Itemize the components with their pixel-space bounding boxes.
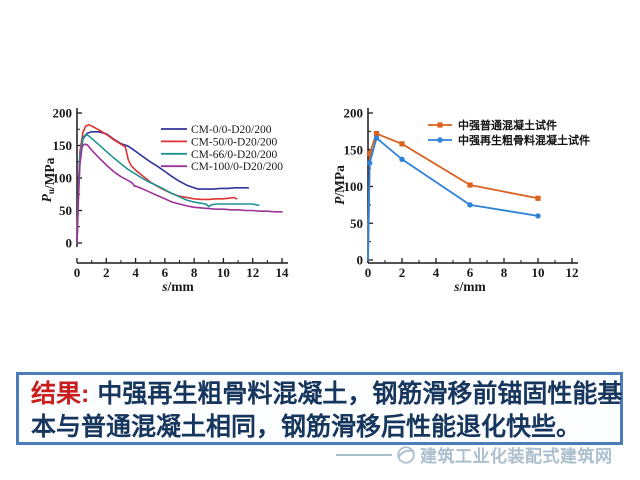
data-point-marker — [367, 150, 373, 157]
y-tick-label: 150 — [344, 142, 364, 157]
y-tick-label: 0 — [357, 253, 364, 268]
y-tick-label: 200 — [344, 106, 364, 121]
series-line — [76, 133, 260, 244]
watermark: 建筑工业化装配式建筑网 — [336, 442, 613, 467]
x-tick-label: 12 — [566, 265, 579, 280]
y-tick-label: 50 — [59, 203, 72, 218]
x-tick-label: 10 — [532, 265, 545, 280]
result-label: 结果: — [31, 380, 90, 408]
watermark-text: 建筑工业化装配式建筑网 — [420, 447, 613, 466]
legend-marker — [437, 137, 443, 143]
data-point-marker — [373, 130, 380, 137]
x-tick-label: 2 — [103, 265, 110, 280]
x-tick-label: 8 — [501, 265, 508, 280]
x-tick-label: 8 — [191, 265, 198, 280]
x-tick-label: 10 — [217, 265, 230, 280]
y-axis-label: Pu/MPa — [39, 157, 57, 202]
data-point-marker — [373, 135, 380, 141]
x-tick-label: 6 — [467, 265, 474, 280]
y-axis-label: P/MPa — [332, 165, 347, 205]
y-tick-label: 100 — [53, 171, 73, 186]
x-tick-label: 14 — [276, 265, 290, 280]
right-comparison-chart: 0 2 4 6 8 10 12 0 50 100 150 200 s/mm P/MPa 中强普通混凝土试件中… — [332, 106, 590, 295]
result-text-line1: 结果: 中强再生粗骨料混凝土，钢筋滑移前锚固性能基 — [31, 378, 622, 411]
series-line — [367, 137, 539, 261]
result-text-line2: 本与普通混凝土相同，钢筋滑移后性能退化快些。 — [31, 413, 582, 441]
x-axis-label: s/mm — [161, 279, 194, 294]
data-point-marker — [467, 202, 473, 208]
watermark-logo-icon — [397, 445, 415, 464]
series-line — [76, 143, 283, 244]
legend-label: 中强普通混凝土试件 — [458, 118, 557, 132]
data-point-marker — [535, 213, 541, 219]
legend-label: CM-100/0-D20/200 — [191, 161, 283, 173]
watermark-rule — [336, 453, 392, 456]
data-point-marker — [399, 156, 405, 163]
x-tick-label: 0 — [74, 265, 81, 280]
legend-label: CM-50/0-D20/200 — [191, 136, 278, 148]
data-point-marker — [399, 141, 405, 147]
x-tick-label: 4 — [132, 265, 139, 280]
legend-marker — [437, 122, 443, 128]
x-tick-label: 12 — [246, 265, 259, 280]
legend-label: 中强再生粗骨料混凝土试件 — [458, 133, 590, 147]
y-tick-label: 0 — [66, 236, 73, 251]
x-axis-label: s/mm — [453, 279, 486, 294]
x-tick-label: 2 — [399, 265, 406, 280]
left-bond-slip-chart: 0 2 4 6 8 10 12 14 0 50 100 150 200 s/mm Pu/MPa CM-0/0-… — [39, 106, 289, 295]
result-banner: 结果: 中强再生粗骨料混凝土，钢筋滑移前锚固性能基 本与普通混凝土相同，钢筋滑移后… — [16, 372, 623, 445]
y-tick-label: 50 — [350, 216, 363, 231]
legend-label: CM-66/0-D20/200 — [191, 149, 278, 161]
x-tick-label: 6 — [162, 265, 169, 280]
data-point-marker — [367, 160, 373, 166]
data-point-marker — [467, 182, 473, 188]
data-point-marker — [535, 195, 541, 201]
x-tick-label: 0 — [365, 265, 372, 280]
series-line — [76, 131, 250, 244]
y-tick-label: 200 — [53, 106, 73, 121]
legend-label: CM-0/0-D20/200 — [191, 124, 272, 136]
y-tick-label: 100 — [344, 179, 364, 194]
y-tick-label: 150 — [53, 138, 73, 153]
x-tick-label: 4 — [433, 265, 440, 280]
result-text-1: 中强再生粗骨料混凝土，钢筋滑移前锚固性能基 — [97, 380, 623, 408]
series-line — [76, 123, 238, 244]
